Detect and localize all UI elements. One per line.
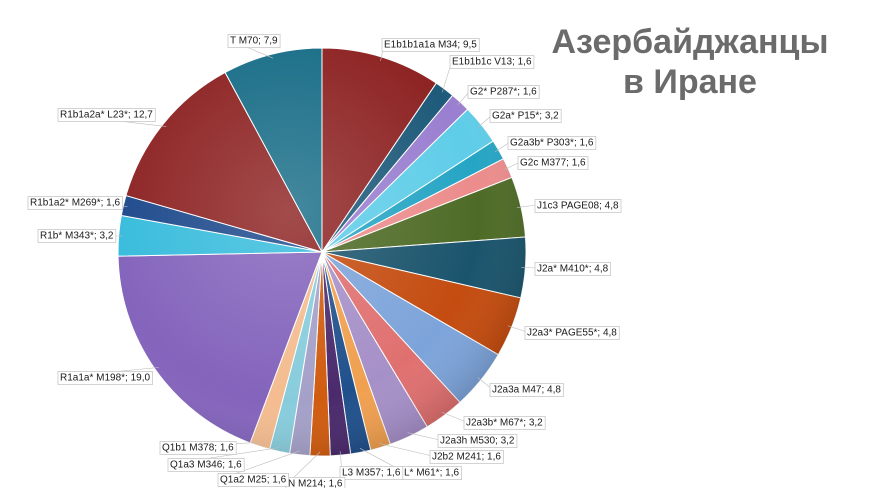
slice-label: J2a3b* M67*; 3,2: [466, 418, 543, 429]
slice-label: R1a1a* M198*; 19,0: [60, 373, 151, 384]
slice-label-group: G2a3b* P303*; 1,6: [507, 136, 597, 150]
slice-label-box: [437, 434, 518, 448]
leader-line: [494, 141, 511, 153]
slice-label-group: R1b1a2* M269*; 1,6: [27, 196, 123, 210]
slice-label-group: T M70; 7,9: [227, 34, 281, 48]
leader-line: [379, 443, 433, 457]
slice-label-box: [534, 262, 611, 276]
slice-label: Q1a2 M25; 1,6: [220, 475, 287, 486]
slice-label-box: [467, 85, 540, 99]
slice-label-group: J2a* M410*; 4,8: [534, 262, 611, 276]
leader-line: [504, 161, 521, 170]
slice-label-group: L3 M357; 1,6: [339, 466, 404, 480]
slice-label-box: [429, 450, 504, 464]
slice-label-group: G2c M377; 1,6: [517, 156, 589, 170]
slice-label-box: [534, 199, 622, 213]
slice-label-group: G2a* P15*; 3,2: [489, 109, 562, 123]
slice-labels: E1b1b1a1a M34; 9,5 E1b1b1c V13; 1,6 G2* P2…: [27, 34, 622, 491]
slice-label: E1b1b1c V13; 1,6: [452, 57, 532, 68]
slice-label: J2a3h M530; 3,2: [440, 436, 515, 447]
slice-label-box: [167, 458, 245, 472]
slice-label-box: [57, 108, 156, 122]
slice-label-box: [27, 196, 123, 210]
slice-label: G2a3b* P303*; 1,6: [510, 138, 594, 149]
slice-label-box: [463, 416, 546, 430]
slice-label-box: [507, 136, 597, 150]
slice-label: N M214; 1,6: [288, 479, 343, 489]
slice-label-box: [159, 441, 237, 455]
slice-label: G2a* P15*; 3,2: [492, 111, 559, 122]
slice-label: J1c3 PAGE08; 4,8: [537, 201, 619, 212]
slice-label-group: L* M61*; 1,6: [401, 466, 462, 480]
slice-label: J2b2 M241; 1,6: [432, 452, 501, 463]
slice-label-box: [37, 229, 117, 243]
slice-label-group: Q1a2 M25; 1,6: [217, 473, 289, 487]
slice-label: G2* P287*; 1,6: [470, 87, 537, 98]
slice-label-group: J2a3b* M67*; 3,2: [463, 416, 546, 430]
slice-label-box: [227, 34, 281, 48]
slice-label-box: [217, 473, 289, 487]
leader-line: [407, 432, 441, 441]
slice-label-group: E1b1b1c V13; 1,6: [449, 55, 535, 69]
slice-label: G2c M377; 1,6: [520, 158, 586, 169]
slice-label-box: [339, 466, 404, 480]
slice-label: R1b1a2a* L23*; 12,7: [60, 110, 153, 121]
slice-label: J2a3* PAGE55*; 4,8: [527, 328, 617, 339]
slice-label-box: [489, 383, 564, 397]
slice-label-box: [489, 109, 562, 123]
title-line-1: Азербайджанцы: [551, 23, 829, 61]
slice-label: T M70; 7,9: [230, 36, 278, 47]
slice-label-group: J2a3a M47; 4,8: [489, 383, 564, 397]
slice-label-group: R1b1a2a* L23*; 12,7: [57, 108, 156, 122]
slice-label-group: R1b* M343*; 3,2: [37, 229, 117, 243]
leader-line: [507, 325, 528, 333]
slice-label-group: N M214; 1,6: [285, 477, 346, 491]
slice-label-box: [524, 326, 620, 340]
leader-line: [521, 267, 538, 269]
slice-label-box: [57, 371, 153, 385]
slice-label-box: [381, 38, 480, 52]
slice-label: R1b* M343*; 3,2: [40, 231, 114, 242]
leader-line: [516, 204, 538, 208]
chart-title: Азербайджанцы в Иране: [520, 22, 860, 102]
leader-line: [441, 411, 467, 423]
slice-label: Q1a3 M346; 1,6: [170, 460, 242, 471]
slice-label-group: J2a3* PAGE55*; 4,8: [524, 326, 620, 340]
slice-label-group: R1a1a* M198*; 19,0: [57, 371, 153, 385]
slice-label-group: J2a3h M530; 3,2: [437, 434, 518, 448]
slice-label: R1b1a2* M269*; 1,6: [30, 198, 121, 209]
slice-label: L3 M357; 1,6: [342, 468, 401, 479]
slice-label: J2a* M410*; 4,8: [537, 264, 609, 275]
title-line-2: в Иране: [623, 63, 757, 101]
pie-slices: [117, 47, 527, 457]
slice-label-box: [517, 156, 589, 170]
slice-label: J2a3a M47; 4,8: [492, 385, 561, 396]
slice-label: E1b1b1a1a M34; 9,5: [384, 40, 477, 51]
slice-label: L* M61*; 1,6: [404, 468, 459, 479]
slice-label-group: Q1a3 M346; 1,6: [167, 458, 245, 472]
slice-label-group: Q1b1 M378; 1,6: [159, 441, 237, 455]
slice-label-group: G2* P287*; 1,6: [467, 85, 540, 99]
slice-label-box: [449, 55, 535, 69]
slice-label-group: J2b2 M241; 1,6: [429, 450, 504, 464]
slice-label-group: E1b1b1a1a M34; 9,5: [381, 38, 480, 52]
slice-label: Q1b1 M378; 1,6: [162, 443, 234, 454]
slice-label-group: J1c3 PAGE08; 4,8: [534, 199, 622, 213]
